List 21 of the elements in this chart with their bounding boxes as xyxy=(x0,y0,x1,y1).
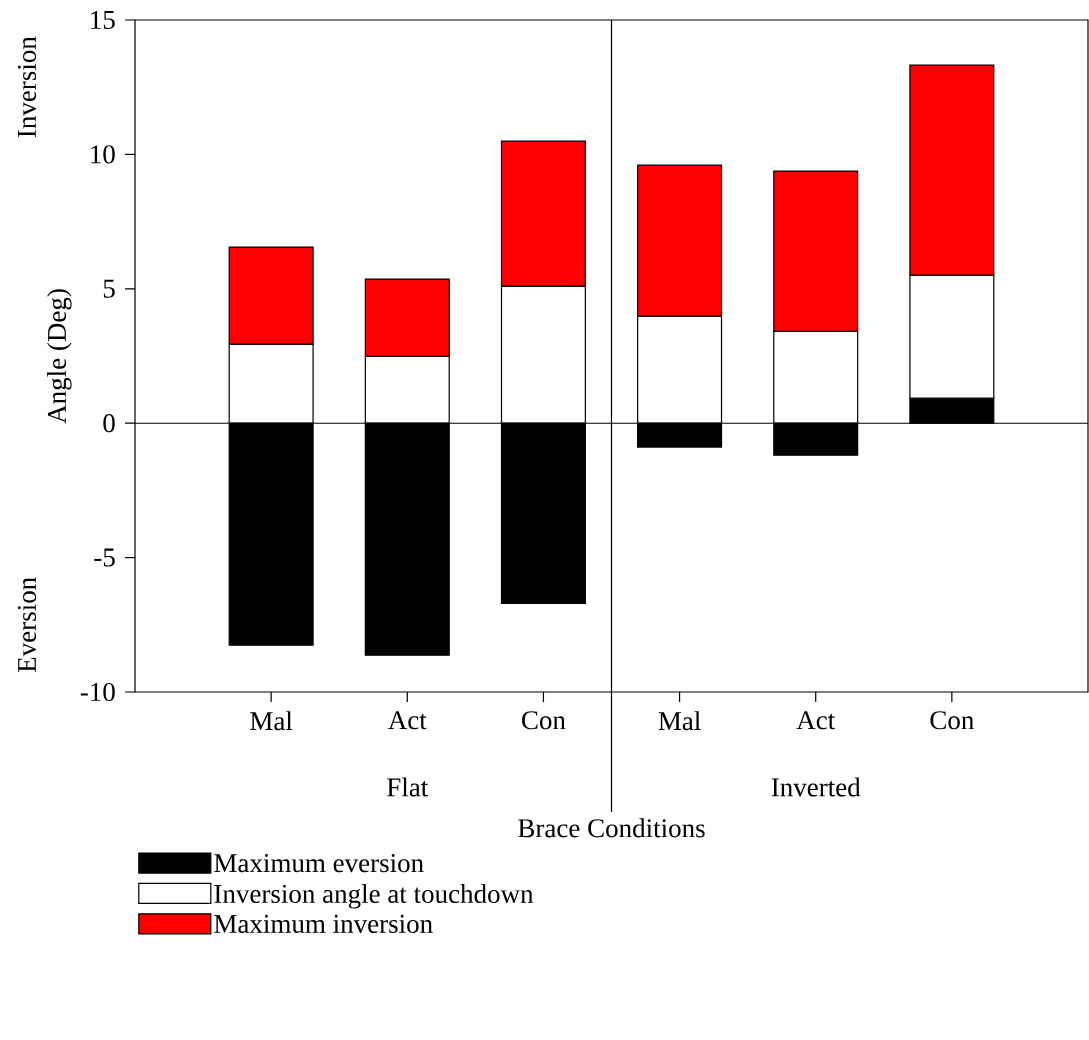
x-axis-title: Brace Conditions xyxy=(518,818,705,838)
legend-label: Maximum inversion xyxy=(214,914,433,933)
x-tick-label: Mal xyxy=(250,711,293,731)
x-tick-label: Con xyxy=(522,711,566,730)
legend-label: Inversion angle at touchdown xyxy=(214,884,534,909)
y-tick-label: 0 xyxy=(103,414,115,433)
y-tick-label: 15 xyxy=(91,10,115,30)
y-tick-label: 10 xyxy=(91,145,115,164)
x-tick-label: Mal xyxy=(658,711,701,731)
x-tick-label: Act xyxy=(796,711,836,730)
y-tick-label: 5 xyxy=(103,279,115,298)
y-tick-label: -5 xyxy=(94,548,115,567)
text: Eversion xyxy=(17,577,37,672)
text: Inverted xyxy=(771,777,861,797)
text: Flat xyxy=(387,777,429,797)
legend-label: Maximum eversion xyxy=(214,854,424,873)
x-tick-label: Con xyxy=(930,711,974,730)
y-axis-title: Angle (Deg) xyxy=(47,289,72,424)
x-tick-label: Act xyxy=(388,711,427,730)
y-tick-label: -10 xyxy=(80,682,115,702)
text: Inversion xyxy=(17,36,37,138)
